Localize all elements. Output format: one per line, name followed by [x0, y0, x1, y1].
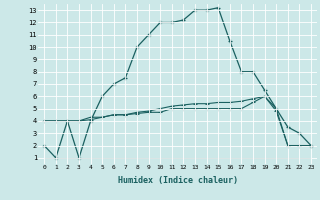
X-axis label: Humidex (Indice chaleur): Humidex (Indice chaleur): [118, 176, 238, 185]
